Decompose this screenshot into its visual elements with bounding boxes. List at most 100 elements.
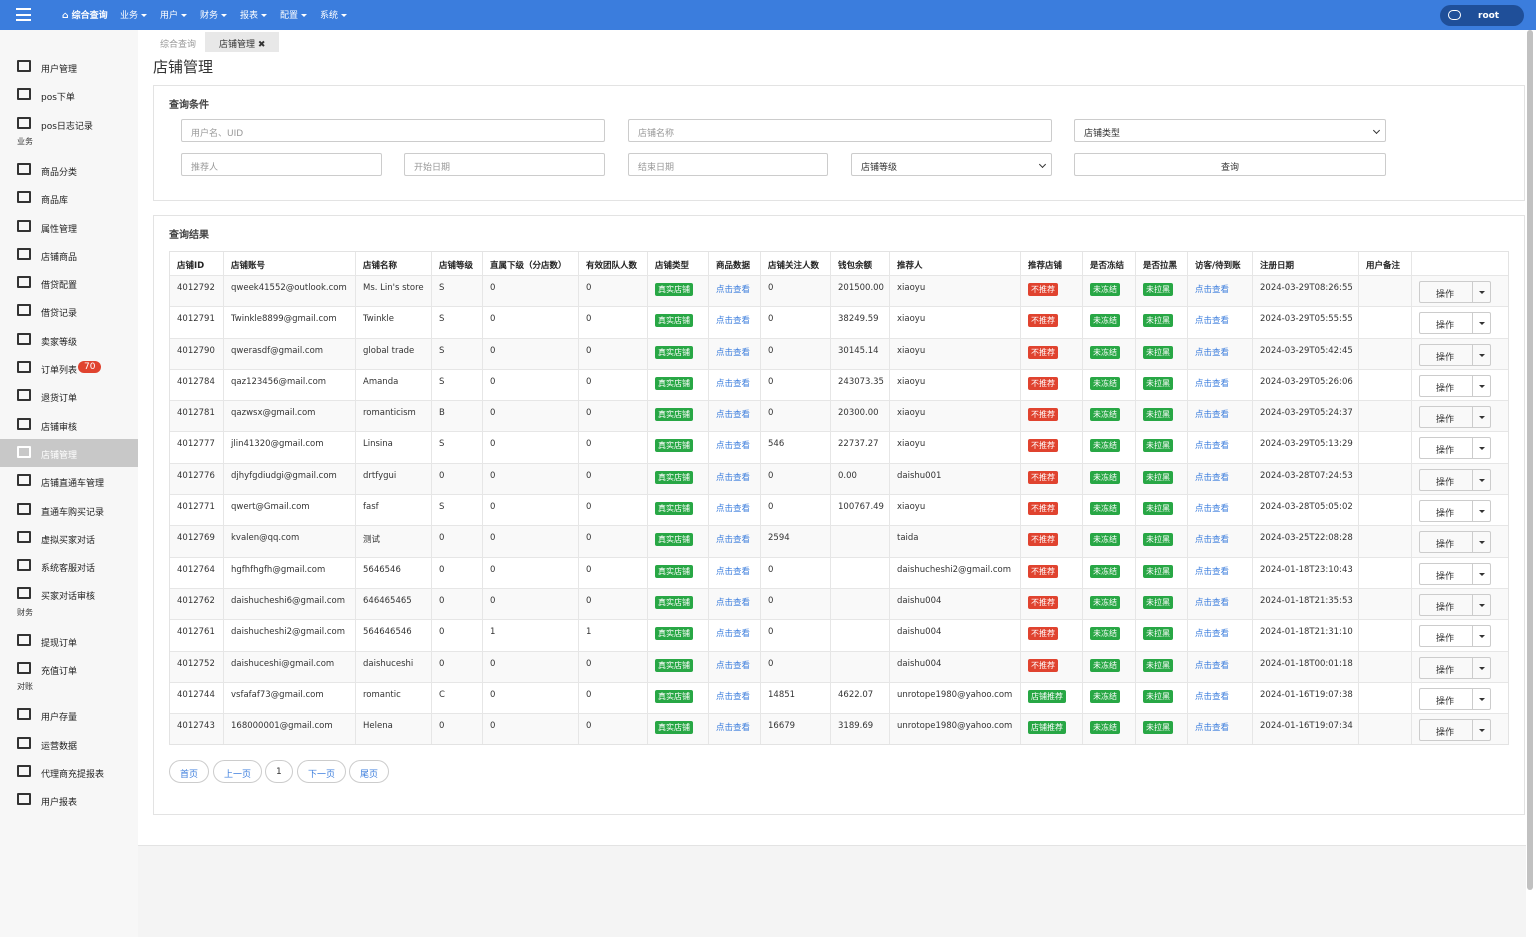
nav-menu[interactable]: 业务 [120,8,148,21]
sidebar-item[interactable]: 店铺管理 [0,438,138,467]
action-button[interactable]: 操作 [1419,656,1491,679]
link[interactable]: 点击查看 [1195,441,1230,452]
link[interactable]: 点击查看 [716,410,751,421]
dropdown-toggle[interactable] [1472,563,1491,584]
menu-toggle[interactable] [16,8,31,21]
sidebar-item[interactable]: 运营数据 [0,730,138,758]
input-start-date[interactable]: 开始日期 [404,153,605,176]
dropdown-toggle[interactable] [1472,375,1491,396]
action-button[interactable]: 操作 [1419,374,1491,397]
dropdown-toggle[interactable] [1472,594,1491,615]
dropdown-toggle[interactable] [1472,688,1491,709]
sidebar-item[interactable]: 属性管理 [0,213,138,241]
sidebar-item[interactable]: 商品分类 [0,156,138,184]
sidebar-item[interactable]: 退货订单 [0,382,138,410]
link[interactable]: 点击查看 [716,597,751,608]
page-button[interactable]: 上一页 [213,760,263,783]
action-button[interactable]: 操作 [1419,500,1491,523]
action-button[interactable]: 操作 [1419,468,1491,491]
dropdown-toggle[interactable] [1472,532,1491,553]
page-button[interactable]: 首页 [169,760,210,783]
action-button[interactable]: 操作 [1419,531,1491,554]
link[interactable]: 点击查看 [716,504,751,515]
action-button[interactable]: 操作 [1419,343,1491,366]
input-referrer[interactable]: 推荐人 [181,153,382,176]
link[interactable]: 点击查看 [1195,316,1230,327]
link[interactable]: 点击查看 [716,566,751,577]
action-button[interactable]: 操作 [1419,593,1491,616]
sidebar-item[interactable]: 店铺直通车管理 [0,467,138,495]
link[interactable]: 点击查看 [1195,535,1230,546]
sidebar-item[interactable]: 借贷配置 [0,269,138,297]
dropdown-toggle[interactable] [1472,407,1491,428]
nav-menu[interactable]: 财务 [200,8,228,21]
nav-menu[interactable]: 用户 [160,8,188,21]
dropdown-toggle[interactable] [1472,469,1491,490]
select-shop-level[interactable]: 店铺等级 [851,153,1052,176]
action-button[interactable]: 操作 [1419,406,1491,429]
action-button[interactable]: 操作 [1419,281,1491,303]
sidebar-item[interactable]: 借贷记录 [0,297,138,325]
sidebar-item[interactable]: 店铺审核 [0,411,138,439]
tab[interactable]: 综合查询 [160,40,197,50]
sidebar-item[interactable]: 店铺商品 [0,241,138,269]
nav-home[interactable]: ⌂ 综合查询 [62,11,108,21]
nav-menu[interactable]: 配置 [280,8,308,21]
action-button[interactable]: 操作 [1419,625,1491,648]
dropdown-toggle[interactable] [1472,313,1491,334]
link[interactable]: 点击查看 [716,629,751,640]
page-button[interactable]: 下一页 [297,760,347,783]
action-button[interactable]: 操作 [1419,687,1491,710]
sidebar-item[interactable]: 虚拟买家对话 [0,524,138,552]
link[interactable]: 点击查看 [1195,347,1230,358]
dropdown-toggle[interactable] [1472,720,1491,741]
sidebar-item[interactable]: 用户存量 [0,701,138,729]
link[interactable]: 点击查看 [1195,410,1230,421]
dropdown-toggle[interactable] [1472,282,1491,302]
sidebar-item[interactable]: 用户报表 [0,786,138,814]
link[interactable]: 点击查看 [716,535,751,546]
input-end-date[interactable]: 结束日期 [628,153,828,176]
sidebar-item[interactable]: pos下单 [0,81,138,109]
page-button[interactable]: 1 [265,760,293,783]
search-button[interactable]: 查询 [1074,153,1386,176]
link[interactable]: 点击查看 [1195,629,1230,640]
sidebar-item[interactable]: 买家对话审核 [0,580,138,608]
sidebar-item[interactable]: 商品库 [0,184,138,212]
link[interactable]: 点击查看 [716,285,751,295]
dropdown-toggle[interactable] [1472,626,1491,647]
link[interactable]: 点击查看 [1195,378,1230,389]
sidebar-item[interactable]: 代理商充提报表 [0,758,138,786]
link[interactable]: 点击查看 [716,378,751,389]
page-button[interactable]: 尾页 [349,760,390,783]
sidebar-item[interactable]: 提现订单 [0,627,138,655]
dropdown-toggle[interactable] [1472,438,1491,459]
sidebar-item[interactable]: 订单列表 70 [0,354,138,382]
link[interactable]: 点击查看 [716,660,751,671]
dropdown-toggle[interactable] [1472,344,1491,365]
input-username[interactable]: 用户名、UID [181,119,605,142]
sidebar-item[interactable]: 卖家等级 [0,326,138,354]
link[interactable]: 点击查看 [716,723,751,734]
action-button[interactable]: 操作 [1419,437,1491,460]
action-button[interactable]: 操作 [1419,719,1491,742]
dropdown-toggle[interactable] [1472,501,1491,522]
user-menu[interactable]: root [1440,5,1524,26]
link[interactable]: 点击查看 [716,347,751,358]
link[interactable]: 点击查看 [1195,723,1230,734]
select-shop-type[interactable]: 店铺类型 [1074,119,1386,142]
link[interactable]: 点击查看 [1195,472,1230,483]
sidebar-item[interactable]: 系统客服对话 [0,552,138,580]
action-button[interactable]: 操作 [1419,562,1491,585]
dropdown-toggle[interactable] [1472,657,1491,678]
link[interactable]: 点击查看 [1195,597,1230,608]
link[interactable]: 点击查看 [716,441,751,452]
link[interactable]: 点击查看 [1195,660,1230,671]
link[interactable]: 点击查看 [1195,504,1230,515]
link[interactable]: 点击查看 [716,316,751,327]
sidebar-item[interactable]: pos日志记录 [0,110,138,138]
sidebar-item[interactable]: 用户管理 [0,53,138,81]
sidebar-item[interactable]: 充值订单 [0,655,138,683]
action-button[interactable]: 操作 [1419,312,1491,335]
link[interactable]: 点击查看 [1195,285,1230,295]
